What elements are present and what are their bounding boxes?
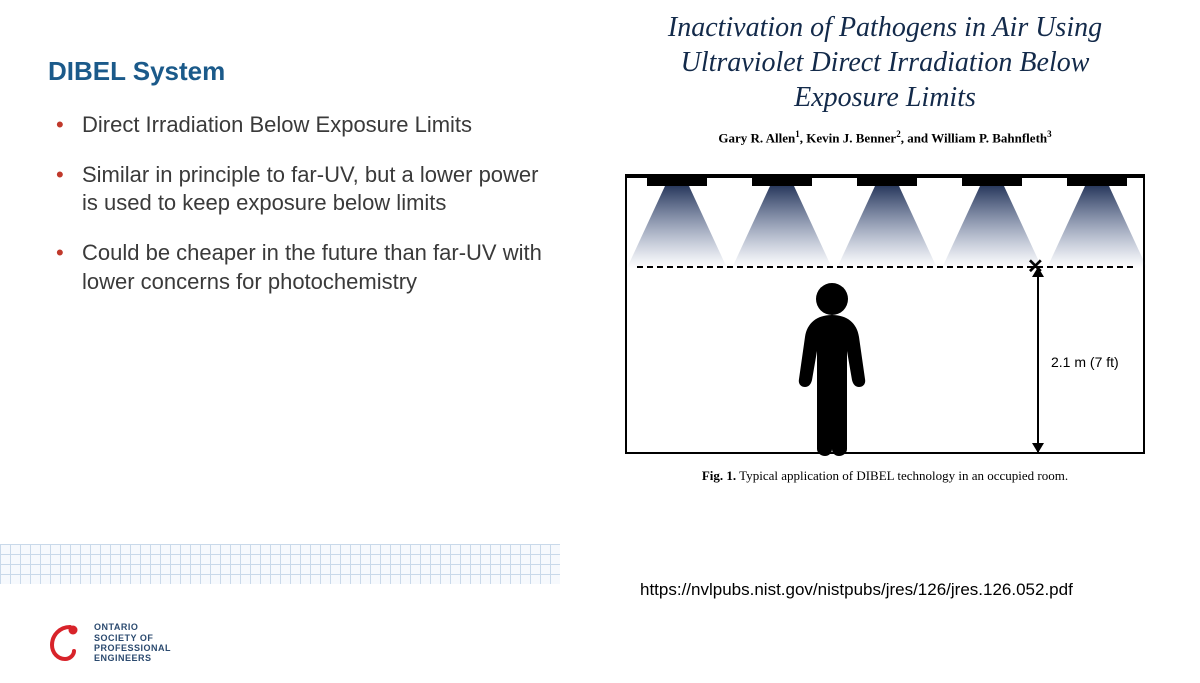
uv-cone	[837, 186, 937, 268]
uv-cone	[627, 186, 727, 268]
uv-fixture	[647, 176, 707, 186]
logo-line: PROFESSIONAL	[94, 643, 171, 653]
paper-title-line: Inactivation of Pathogens in Air Using	[668, 12, 1102, 43]
source-url: https://nvlpubs.nist.gov/nistpubs/jres/1…	[640, 580, 1073, 600]
figure-caption-label: Fig. 1.	[702, 468, 736, 483]
slide: DIBEL System Direct Irradiation Below Ex…	[0, 0, 1200, 683]
ospe-logo: ONTARIO SOCIETY OF PROFESSIONAL ENGINEER…	[40, 621, 171, 665]
paper-title: Inactivation of Pathogens in Air Using U…	[605, 10, 1165, 115]
slide-heading: DIBEL System	[48, 56, 558, 87]
author: Kevin J. Benner	[806, 130, 896, 145]
figure-diagram: ✕ 2.1 m (7 ft)	[625, 174, 1145, 454]
uv-cone	[1047, 186, 1147, 268]
paper-title-line: Ultraviolet Direct Irradiation Below	[681, 47, 1090, 78]
uv-fixture	[1067, 176, 1127, 186]
bullet-item: Could be cheaper in the future than far-…	[48, 239, 558, 295]
dimension-label: 2.1 m (7 ft)	[1051, 354, 1119, 370]
figure-caption: Fig. 1. Typical application of DIBEL tec…	[605, 468, 1165, 484]
logo-line: SOCIETY OF	[94, 633, 171, 643]
paper-title-line: Exposure Limits	[794, 82, 976, 113]
footer-grid-decoration	[0, 544, 560, 584]
bullet-list: Direct Irradiation Below Exposure Limits…	[48, 111, 558, 296]
logo-line: ONTARIO	[94, 622, 171, 632]
bullet-item: Similar in principle to far-UV, but a lo…	[48, 161, 558, 217]
uv-fixture	[752, 176, 812, 186]
ospe-logo-mark	[40, 621, 84, 665]
person-icon	[777, 281, 887, 456]
author: William P. Bahnfleth	[931, 130, 1047, 145]
arrow-head-icon	[1032, 443, 1044, 453]
uv-cone	[732, 186, 832, 268]
arrow-head-icon	[1032, 267, 1044, 277]
left-column: DIBEL System Direct Irradiation Below Ex…	[48, 56, 558, 318]
uv-cone	[942, 186, 1042, 268]
author: Gary R. Allen	[718, 130, 795, 145]
logo-line: ENGINEERS	[94, 653, 171, 663]
paper-authors: Gary R. Allen1, Kevin J. Benner2, and Wi…	[605, 129, 1165, 146]
right-column: Inactivation of Pathogens in Air Using U…	[605, 10, 1165, 484]
dimension-arrow	[1037, 268, 1039, 452]
uv-fixture	[857, 176, 917, 186]
bullet-item: Direct Irradiation Below Exposure Limits	[48, 111, 558, 139]
uv-fixture	[962, 176, 1022, 186]
figure-caption-text: Typical application of DIBEL technology …	[736, 468, 1068, 483]
ospe-logo-text: ONTARIO SOCIETY OF PROFESSIONAL ENGINEER…	[94, 622, 171, 663]
